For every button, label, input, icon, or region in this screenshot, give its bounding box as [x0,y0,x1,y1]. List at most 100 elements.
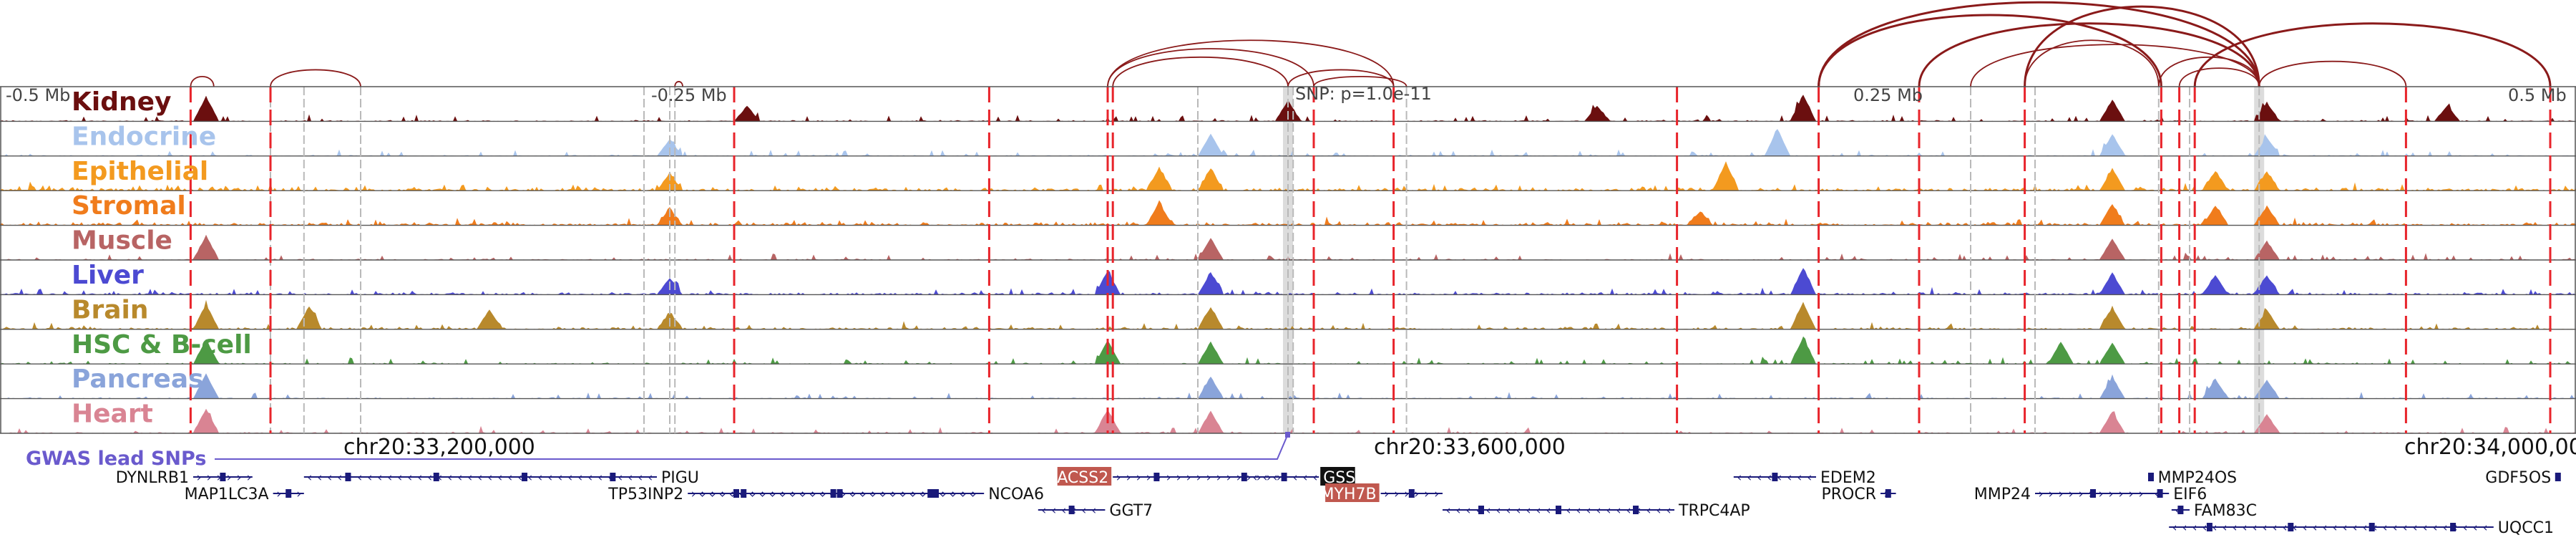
scale-label-minus-500kb: -0.5 Mb [6,85,70,105]
scale-labels: -0.5 Mb -0.25 Mb 0.25 Mb 0.5 Mb SNP: p=1… [6,84,2567,105]
gene-strand-chevron: ‹ [487,471,492,485]
gene-strand-chevron: › [2069,487,2074,501]
gene-label: PIGU [661,469,699,487]
gene-label: GGT7 [1109,502,1153,520]
gene-strand-chevron: ‹ [2233,521,2238,535]
gene-strand-chevron: › [2039,487,2044,501]
chromatin-loop-arc [2258,60,2407,87]
gene-strand-chevron: ‹ [1787,471,1792,485]
gene-strand-chevron: ‹ [699,487,704,501]
scale-label-plus-500kb: 0.5 Mb [2508,85,2567,105]
snp-pvalue-label: SNP: p=1.0e-11 [1295,84,1432,104]
gene-dynlrb1[interactable]: › › › › › › DYNLRB1 [116,469,253,487]
chromatin-loop-arc [1313,76,1407,87]
gene-strand-chevron: › [237,471,242,485]
chromatin-loop-arc [2024,39,2160,87]
gene-strand-chevron: ‹ [2263,521,2268,535]
gene-strand-chevron: ‹ [537,471,542,485]
gene-map1lc3a[interactable]: ›››MAP1LC3A [185,486,304,503]
track-label: Stromal [72,191,186,221]
gene-uqcc1[interactable]: ‹‹‹‹‹‹‹‹‹‹‹‹‹‹‹‹‹‹‹‹‹‹‹‹‹‹‹‹‹‹‹‹UQCC1 [2169,519,2554,537]
gene-pigu[interactable]: ‹‹‹‹‹‹‹‹‹‹‹‹‹‹‹‹‹‹‹‹‹‹‹‹‹‹‹‹‹‹‹‹‹‹‹PIGU [303,469,699,487]
gene-strand-chevron: ‹ [2423,521,2428,535]
gene-strand-chevron: ‹ [2175,503,2180,518]
gene-strand-chevron: ‹ [437,471,442,485]
gene-strand-chevron: › [1166,471,1171,485]
gene-strand-chevron: ‹ [950,487,955,501]
coordinate-label-33-2mb: chr20:33,200,000 [343,435,535,460]
gene-annotation-track: ››››››DYNLRB1›››MAP1LC3A‹‹‹‹‹‹‹‹‹‹‹‹‹‹‹‹… [116,467,2561,537]
gene-strand-chevron: ‹ [1526,503,1531,518]
gene-strand-chevron: ‹ [719,487,724,501]
gene-trpc4ap[interactable]: ‹‹‹‹‹‹‹‹‹‹‹‹‹‹‹‹‹‹‹‹‹‹‹TRPC4AP [1443,502,1750,520]
chromatin-loop-arc [1287,69,1395,87]
gene-strand-chevron: ‹ [749,487,754,501]
gene-ggt7[interactable]: ‹‹‹‹‹‹GGT7 [1038,502,1153,520]
gene-eif6[interactable]: ‹ EIF6 [2151,486,2207,503]
gene-strand-chevron: › [1196,471,1201,485]
gene-strand-chevron: ‹ [507,471,512,485]
gene-strand-chevron: ‹ [1576,503,1581,518]
gene-label: EIF6 [2173,486,2207,503]
gene-strand-chevron: › [2099,487,2104,501]
gene-strand-chevron: ‹ [2182,521,2187,535]
gene-strand-chevron: › [1384,487,1389,501]
gene-strand-chevron: ‹ [2243,521,2248,535]
gene-strand-chevron: › [1206,471,1211,485]
gene-strand-chevron: ‹ [628,471,633,485]
gene-strand-chevron: ‹ [1041,503,1046,518]
gene-ncoa6[interactable]: ‹‹‹‹‹‹‹‹‹‹‹‹‹‹‹‹‹‹‹‹‹‹‹‹‹‹‹‹NCOA6 [696,486,1044,503]
gene-strand-chevron: ‹ [2443,521,2448,535]
chromatin-loop-arc [190,76,215,87]
gene-strand-chevron: ‹ [819,487,824,501]
gene-exon [1633,506,1639,514]
gene-strand-chevron: ‹ [547,471,552,485]
gene-mmp24os[interactable]: MMP24OS [2148,469,2237,487]
gene-label-highlight [1320,467,1355,486]
gene-strand-chevron: ‹ [2343,521,2348,535]
gene-mmp24[interactable]: ›››››››››››MMP24 [1974,486,2151,503]
gene-strand-chevron: ‹ [1667,503,1672,518]
gene-exon [2206,523,2212,531]
chromatin-loop-arc [2193,22,2552,87]
gene-exon [1556,506,1561,514]
track-label: Endocrine [72,122,216,151]
gene-strand-chevron: › [247,471,252,485]
gene-label-highlight [1325,483,1380,502]
gene-label: MMP24OS [2158,469,2238,487]
gene-gdf5os[interactable]: GDF5OS [2485,469,2561,487]
gene-strand-chevron: › [1236,471,1241,485]
gene-strand-chevron: ‹ [889,487,894,501]
gene-strand-chevron: ‹ [2403,521,2408,535]
gene-strand-chevron: ‹ [1606,503,1611,518]
gene-strand-chevron: ‹ [849,487,854,501]
gene-exon [1281,473,1287,481]
gene-strand-chevron: ‹ [527,471,532,485]
gene-strand-chevron: ‹ [1516,503,1521,518]
gene-strand-chevron: ‹ [2155,487,2160,501]
gene-myh7b[interactable]: › › › › › › MYH7B [1321,483,1443,503]
gene-procr[interactable]: ›PROCR [1821,486,1896,503]
gene-label: MAP1LC3A [185,486,269,503]
track-signal [0,161,2576,191]
gene-edem2[interactable]: ‹ ‹ ‹ ‹ ‹ ‹ ‹ ‹ EDEM2 [1733,469,1876,487]
gene-strand-chevron: ‹ [317,471,322,485]
gene-strand-chevron: ‹ [357,471,362,485]
gene-strand-chevron: › [217,471,222,485]
gene-strand-chevron: ‹ [2212,521,2218,535]
track-label: Brain [72,295,148,324]
gene-fam83c[interactable]: ‹ FAM83C [2171,502,2257,520]
gene-strand-chevron: ‹ [557,471,562,485]
gene-strand-chevron: ‹ [829,487,834,501]
gene-strand-chevron: › [2119,487,2124,501]
gene-strand-chevron: ‹ [397,471,402,485]
scale-label-plus-250kb: 0.25 Mb [1853,85,1923,105]
gene-strand-chevron: ‹ [1737,471,1742,485]
gene-strand-chevron: › [1136,471,1141,485]
track-brain [0,299,2576,330]
gene-strand-chevron: ‹ [2433,521,2438,535]
gene-strand-chevron: › [227,471,232,485]
track-label: Pancreas [72,365,204,394]
gene-strand-chevron: ‹ [2393,521,2398,535]
chromatin-loop-arc [1970,44,2260,87]
